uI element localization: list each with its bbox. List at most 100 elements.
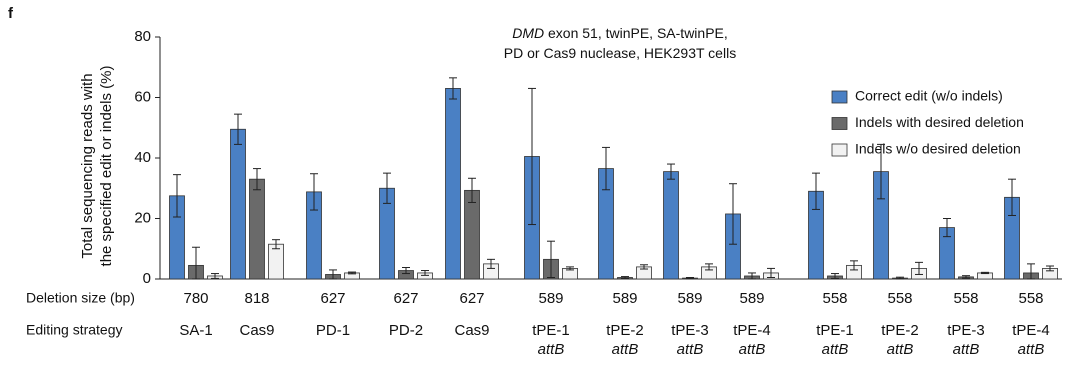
error-bar	[748, 272, 756, 280]
deletion-size: 558	[887, 290, 912, 307]
y-tick-label: 0	[143, 270, 151, 287]
x-tick-sublabel: attB	[953, 341, 980, 358]
error-bar	[253, 168, 261, 191]
error-bar	[468, 177, 476, 203]
bar	[230, 128, 246, 280]
error-bar	[602, 146, 610, 191]
deletion-size: 589	[739, 290, 764, 307]
error-bar	[1027, 263, 1035, 280]
error-bar	[234, 113, 242, 145]
deletion-size: 627	[393, 290, 418, 307]
y-axis-label: the specified edit or indels (%)	[98, 66, 115, 267]
x-tick-label: Cas9	[239, 322, 274, 339]
legend-swatch	[831, 90, 848, 104]
error-bar	[421, 270, 429, 276]
deletion-size: 589	[612, 290, 637, 307]
error-bar	[528, 87, 536, 226]
bar	[268, 243, 284, 280]
title-part: DMD	[512, 25, 544, 41]
error-bar	[621, 276, 629, 279]
deletion-size: 818	[244, 290, 269, 307]
error-bar	[767, 267, 775, 278]
error-bar	[896, 276, 904, 280]
error-bar	[915, 261, 923, 275]
x-tick-sublabel: attB	[538, 341, 565, 358]
bar	[663, 171, 679, 280]
error-bar	[812, 172, 820, 210]
y-axis-label: Total sequencing reads with	[79, 73, 96, 258]
error-bar	[547, 240, 555, 278]
error-bar	[729, 183, 737, 245]
x-tick-label: tPE-3	[671, 322, 709, 339]
x-tick-label: tPE-2	[881, 322, 919, 339]
error-bar	[329, 269, 337, 280]
error-bar	[211, 273, 219, 279]
error-bar	[566, 266, 574, 271]
legend-label: Correct edit (w/o indels)	[855, 88, 1003, 104]
y-tick-label: 80	[134, 28, 151, 45]
chart-title: PD or Cas9 nuclease, HEK293T cells	[504, 45, 736, 61]
legend-swatch	[831, 143, 848, 157]
deletion-size: 627	[320, 290, 345, 307]
x-tick-sublabel: attB	[612, 341, 639, 358]
error-bar	[686, 276, 694, 280]
error-bar	[943, 218, 951, 238]
x-tick-sublabel: attB	[739, 341, 766, 358]
y-tick-label: 60	[134, 88, 151, 105]
error-bar	[640, 264, 648, 270]
x-tick-sublabel: attB	[1018, 341, 1045, 358]
legend-label: Indels w/o desired deletion	[855, 141, 1021, 157]
deletion-size: 558	[953, 290, 978, 307]
error-bar	[962, 275, 970, 279]
legend-label: Indels with desired deletion	[855, 114, 1024, 130]
deletion-size: 589	[677, 290, 702, 307]
x-tick-label: tPE-2	[606, 322, 644, 339]
x-tick-label: PD-1	[316, 322, 350, 339]
error-bar	[705, 263, 713, 271]
error-bar	[348, 271, 356, 275]
error-bar	[383, 172, 391, 204]
error-bar	[192, 246, 200, 280]
x-tick-label: SA-1	[179, 322, 212, 339]
title-part: exon 51, twinPE, SA-twinPE,	[544, 25, 728, 41]
bar	[445, 88, 461, 280]
y-tick-label: 40	[134, 149, 151, 166]
error-bar	[850, 260, 858, 271]
row-label: Deletion size (bp)	[26, 290, 135, 306]
bar	[464, 189, 480, 280]
error-bar	[272, 239, 280, 250]
x-tick-label: tPE-3	[947, 322, 985, 339]
x-tick-label: tPE-1	[816, 322, 854, 339]
bar	[249, 178, 265, 280]
row-label: Editing strategy	[26, 322, 123, 338]
deletion-size: 780	[183, 290, 208, 307]
y-tick-label: 20	[134, 209, 151, 226]
x-tick-sublabel: attB	[822, 341, 849, 358]
error-bar	[981, 271, 989, 275]
deletion-size: 589	[538, 290, 563, 307]
error-bar	[402, 267, 410, 275]
deletion-size: 627	[459, 290, 484, 307]
chart-title: DMD exon 51, twinPE, SA-twinPE,	[512, 25, 728, 41]
error-bar	[173, 174, 181, 218]
legend-swatch	[831, 117, 848, 130]
deletion-size: 558	[822, 290, 847, 307]
error-bar	[831, 273, 839, 279]
error-bar	[877, 143, 885, 200]
error-bar	[487, 258, 495, 269]
error-bar	[667, 163, 675, 180]
panel-label: f	[8, 5, 14, 22]
x-tick-label: tPE-4	[1012, 322, 1050, 339]
x-tick-label: Cas9	[454, 322, 489, 339]
error-bar	[1008, 178, 1016, 216]
error-bar	[449, 77, 457, 100]
deletion-size: 558	[1018, 290, 1043, 307]
error-bar	[1046, 265, 1054, 272]
title-part: PD or Cas9 nuclease, HEK293T cells	[504, 45, 736, 61]
x-tick-label: tPE-4	[733, 322, 771, 339]
x-tick-label: PD-2	[389, 322, 423, 339]
error-bar	[310, 173, 318, 211]
x-tick-label: tPE-1	[532, 322, 570, 339]
x-tick-sublabel: attB	[677, 341, 704, 358]
